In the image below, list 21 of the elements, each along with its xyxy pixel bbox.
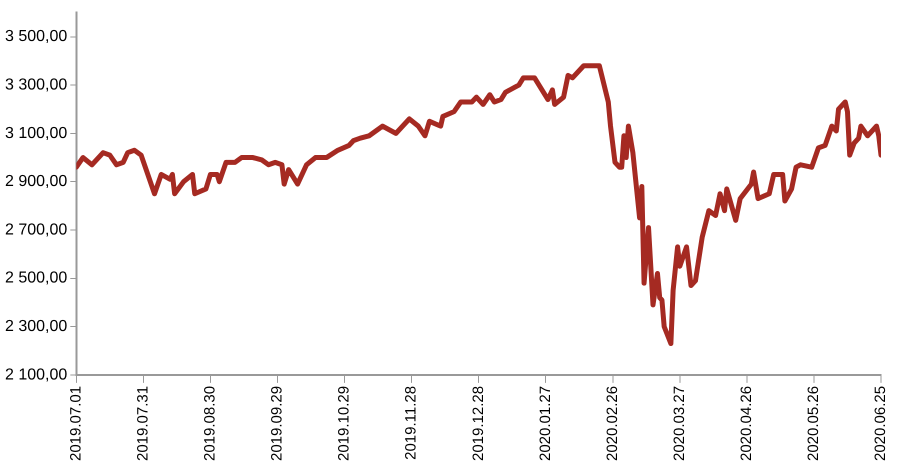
x-tick-label: 2019.07.01 bbox=[67, 386, 84, 462]
y-tick-label: 2 500,00 bbox=[5, 270, 68, 287]
y-tick-label: 2 900,00 bbox=[5, 173, 68, 190]
y-tick-label: 2 100,00 bbox=[5, 366, 68, 384]
y-tick-label: 2 300,00 bbox=[5, 318, 68, 336]
x-tick-label: 2020.04.26 bbox=[738, 386, 756, 462]
x-tick-label: 2019.11.28 bbox=[402, 386, 420, 460]
x-tick-label: 2020.01.27 bbox=[536, 386, 554, 462]
x-tick-label: 2019.09.29 bbox=[268, 386, 286, 462]
x-tick-label: 2020.05.26 bbox=[805, 386, 822, 462]
y-tick-label: 3 500,00 bbox=[5, 28, 68, 46]
x-tick-label: 2020.06.25 bbox=[872, 386, 890, 462]
y-tick-label: 3 300,00 bbox=[5, 76, 68, 94]
x-tick-label: 2020.02.26 bbox=[604, 386, 621, 462]
x-tick-label: 2019.12.28 bbox=[470, 386, 487, 462]
x-tick-label: 2020.03.27 bbox=[670, 386, 688, 462]
x-tick-label: 2019.10.29 bbox=[336, 386, 353, 462]
x-tick-label: 2019.07.31 bbox=[134, 386, 152, 462]
x-tick-label: 2019.08.30 bbox=[202, 386, 219, 462]
y-tick-label: 3 100,00 bbox=[5, 124, 68, 142]
y-tick-label: 2 700,00 bbox=[5, 221, 68, 238]
